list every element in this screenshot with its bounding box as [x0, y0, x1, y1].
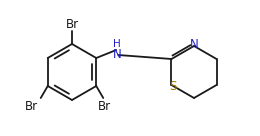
Text: Br: Br	[25, 100, 38, 112]
Text: Br: Br	[66, 18, 79, 30]
Text: N: N	[190, 38, 198, 52]
Text: H: H	[113, 39, 121, 49]
Text: N: N	[113, 47, 122, 61]
Text: S: S	[169, 80, 176, 92]
Text: Br: Br	[98, 100, 111, 112]
